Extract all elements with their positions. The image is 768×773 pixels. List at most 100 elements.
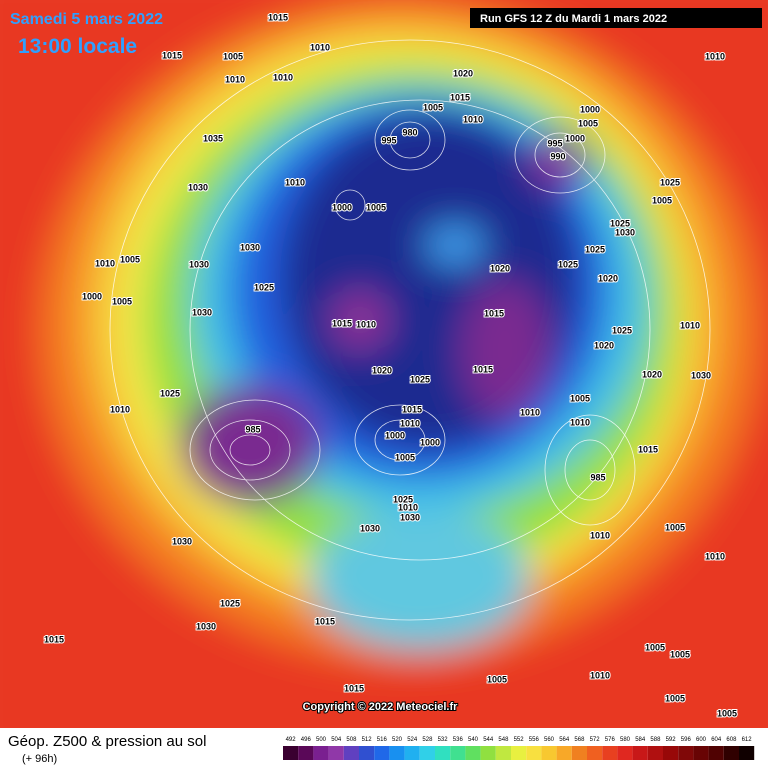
isobar-label: 980 [402, 127, 417, 137]
colorbar-label: 552 [514, 737, 525, 743]
run-box [470, 8, 762, 28]
isobar-label: 1030 [360, 523, 380, 533]
isobar-label: 1020 [642, 369, 662, 379]
isobar-label: 1025 [610, 218, 630, 228]
colorbar-label: 608 [726, 737, 737, 743]
isobar-label: 1005 [223, 51, 243, 61]
isobar-label: 1035 [203, 133, 223, 143]
isobar-label: 1005 [652, 195, 672, 205]
isobar-label: 1010 [95, 258, 115, 268]
colorbar-label: 580 [620, 737, 631, 743]
colorbar-label: 536 [453, 737, 464, 743]
isobar-label: 1005 [423, 102, 443, 112]
isobar-label: 1015 [638, 444, 658, 454]
isobar-label: 1020 [594, 340, 614, 350]
colorbar-label: 528 [422, 737, 433, 743]
isobar-label: 1005 [395, 452, 415, 462]
isobar-label: 1000 [420, 437, 440, 447]
isobar-label: 1020 [598, 273, 618, 283]
footer-title: Géop. Z500 & pression au sol [8, 733, 206, 750]
colorbar-label: 492 [286, 737, 297, 743]
colorbar-swatch [495, 746, 511, 760]
isobar-label: 1015 [268, 12, 288, 22]
colorbar-label: 612 [742, 737, 753, 743]
colorbar-label: 596 [681, 737, 692, 743]
colorbar-label: 572 [590, 737, 601, 743]
isobar-label: 1015 [44, 634, 64, 644]
colorbar-label: 576 [605, 737, 616, 743]
colorbar-swatch [313, 746, 329, 760]
colorbar-swatch [647, 746, 663, 760]
isobar-label: 1010 [705, 551, 725, 561]
isobar-label: 985 [245, 424, 260, 434]
isobar-label: 1025 [660, 177, 680, 187]
isobar-label: 1025 [585, 244, 605, 254]
isobar-label: 1005 [487, 674, 507, 684]
colorbar-swatch [389, 746, 405, 760]
isobar-label: 1030 [189, 259, 209, 269]
colorbar-label: 568 [574, 737, 585, 743]
copyright: Copyright © 2022 Meteociel.fr [303, 701, 459, 713]
isobar-label: 995 [547, 138, 562, 148]
colorbar-swatch [541, 746, 557, 760]
isobar-label: 1030 [172, 536, 192, 546]
forecast-date: Samedi 5 mars 2022 [10, 11, 163, 28]
isobar-label: 1020 [372, 365, 392, 375]
colorbar-swatch [419, 746, 435, 760]
isobar-label: 1005 [665, 522, 685, 532]
isobar-label: 1010 [356, 319, 376, 329]
colorbar-swatch [465, 746, 481, 760]
isobar-label: 1030 [188, 182, 208, 192]
colorbar-swatch [480, 746, 496, 760]
isobar-label: 1015 [162, 50, 182, 60]
isobar-label: 1010 [285, 177, 305, 187]
colorbar-swatch [587, 746, 603, 760]
isobar-label: 1030 [240, 242, 260, 252]
isobar-label: 1005 [112, 296, 132, 306]
isobar-label: 1025 [410, 374, 430, 384]
isobar-label: 1015 [484, 308, 504, 318]
colorbar-swatch [708, 746, 724, 760]
isobar-label: 1010 [400, 418, 420, 428]
colorbar-label: 516 [377, 737, 388, 743]
isobar-lines [109, 39, 711, 621]
colorbar-label: 592 [666, 737, 677, 743]
isobar-label: 1015 [315, 616, 335, 626]
colorbar-swatch [739, 746, 755, 760]
isobar-label: 1010 [310, 42, 330, 52]
isobar-label: 1010 [110, 404, 130, 414]
isobar-label: 1030 [192, 307, 212, 317]
isobar-label: 1010 [590, 530, 610, 540]
isobar-label: 1015 [332, 318, 352, 328]
isobar-label: 1030 [691, 370, 711, 380]
isobar-label: 1005 [578, 118, 598, 128]
isobar-label: 990 [550, 151, 565, 161]
isobar-label: 1010 [463, 114, 483, 124]
isobar-label: 1025 [160, 388, 180, 398]
isobar-label: 995 [381, 135, 396, 145]
isobar-label: 1010 [398, 502, 418, 512]
colorbar-swatch [526, 746, 542, 760]
colorbar-swatch [359, 746, 375, 760]
isobar-label: 1005 [120, 254, 140, 264]
colorbar-swatch [283, 746, 299, 760]
isobar-label: 1015 [402, 404, 422, 414]
footer-lead: (+ 96h) [22, 753, 57, 765]
forecast-time: 13:00 locale [18, 35, 137, 58]
colorbar-swatch [602, 746, 618, 760]
isobar-label: 1015 [473, 364, 493, 374]
isobar-label: 1020 [490, 263, 510, 273]
colorbar-label: 588 [650, 737, 661, 743]
isobar-label: 1010 [520, 407, 540, 417]
isobar-label: 1025 [558, 259, 578, 269]
isobar-labels: 1015 1010 1015 1005 1010 1010 1020 1015 1005 1010… [43, 11, 738, 719]
colorbar-label: 600 [696, 737, 707, 743]
isobar-label: 1025 [220, 598, 240, 608]
colorbar-swatch [298, 746, 314, 760]
colorbar-label: 508 [346, 737, 357, 743]
colorbar-label: 496 [301, 737, 312, 743]
isobar-label: 1005 [670, 649, 690, 659]
isobar-label: 1000 [332, 202, 352, 212]
